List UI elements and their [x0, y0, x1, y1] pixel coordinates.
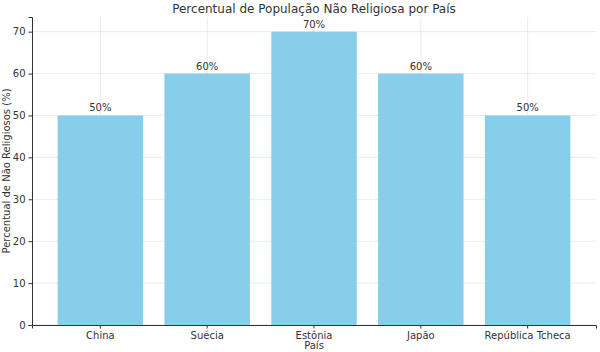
y-tick: 30 — [13, 194, 32, 205]
y-tick: 70 — [13, 26, 32, 37]
x-tick-mark — [100, 325, 101, 329]
y-tick-mark — [29, 241, 33, 242]
y-tick: 10 — [13, 278, 32, 289]
x-tick: Estônia — [296, 325, 333, 341]
grid — [32, 17, 596, 325]
plot-area: 50% 60% 70% 60% 50% 0 10 20 30 40 50 60 70 China Suéci… — [13, 17, 597, 341]
x-tick-mark — [527, 325, 528, 329]
y-tick-label: 30 — [13, 194, 26, 205]
x-tick-label: Estônia — [296, 330, 333, 341]
x-tick-mark — [420, 325, 421, 329]
data-label: 70% — [303, 19, 325, 30]
y-tick-mark — [29, 283, 33, 284]
bar — [485, 115, 570, 325]
data-label: 50% — [89, 102, 111, 113]
y-axis-line — [29, 18, 33, 326]
x-tick-label: República Tcheca — [485, 330, 571, 341]
y-tick-label: 60 — [13, 68, 26, 79]
x-axis-line — [33, 326, 597, 329]
y-tick-mark — [29, 115, 33, 116]
y-tick-mark — [29, 32, 33, 33]
data-label: 60% — [410, 61, 432, 72]
y-tick: 20 — [13, 236, 32, 247]
x-tick-label: Suécia — [191, 330, 224, 341]
y-tick-mark — [29, 325, 33, 326]
y-tick-label: 0 — [19, 320, 25, 331]
y-tick-label: 40 — [13, 152, 26, 163]
x-tick-mark — [314, 325, 315, 329]
bar — [58, 115, 143, 325]
x-tick-label: Japão — [406, 330, 435, 341]
y-tick-mark — [29, 157, 33, 158]
y-tick: 50 — [13, 110, 32, 121]
chart: 50% 60% 70% 60% 50% 0 10 20 30 40 50 60 70 China Suéci… — [0, 0, 600, 352]
bar — [164, 74, 249, 325]
data-labels: 50% 60% 70% 60% 50% — [89, 19, 539, 114]
title: Percentual de População Não Religiosa po… — [172, 2, 456, 16]
data-label: 50% — [517, 102, 539, 113]
y-tick: 40 — [13, 152, 32, 163]
x-axis-title: País — [304, 340, 324, 351]
x-tick-mark — [207, 325, 208, 329]
y-tick: 60 — [13, 68, 32, 79]
data-label: 60% — [196, 61, 218, 72]
y-tick-mark — [29, 199, 33, 200]
y-tick-label: 10 — [13, 278, 26, 289]
y-tick-label: 50 — [13, 110, 26, 121]
y-tick-mark — [29, 74, 33, 75]
y-tick: 0 — [19, 320, 32, 331]
x-tick-label: China — [86, 330, 115, 341]
x-axis: China Suécia Estônia Japão República Tcheca — [33, 325, 597, 341]
x-tick: China — [86, 325, 115, 341]
y-tick-label: 70 — [13, 26, 26, 37]
y-tick-label: 20 — [13, 236, 26, 247]
bar — [271, 32, 356, 325]
y-axis-title: Percentual de Não Religiosos (%) — [1, 88, 12, 253]
x-tick: República Tcheca — [485, 325, 571, 341]
x-tick: Suécia — [191, 325, 224, 341]
bars — [58, 32, 571, 325]
y-axis: 0 10 20 30 40 50 60 70 — [13, 18, 33, 331]
x-tick: Japão — [406, 325, 435, 341]
bar — [378, 74, 463, 325]
